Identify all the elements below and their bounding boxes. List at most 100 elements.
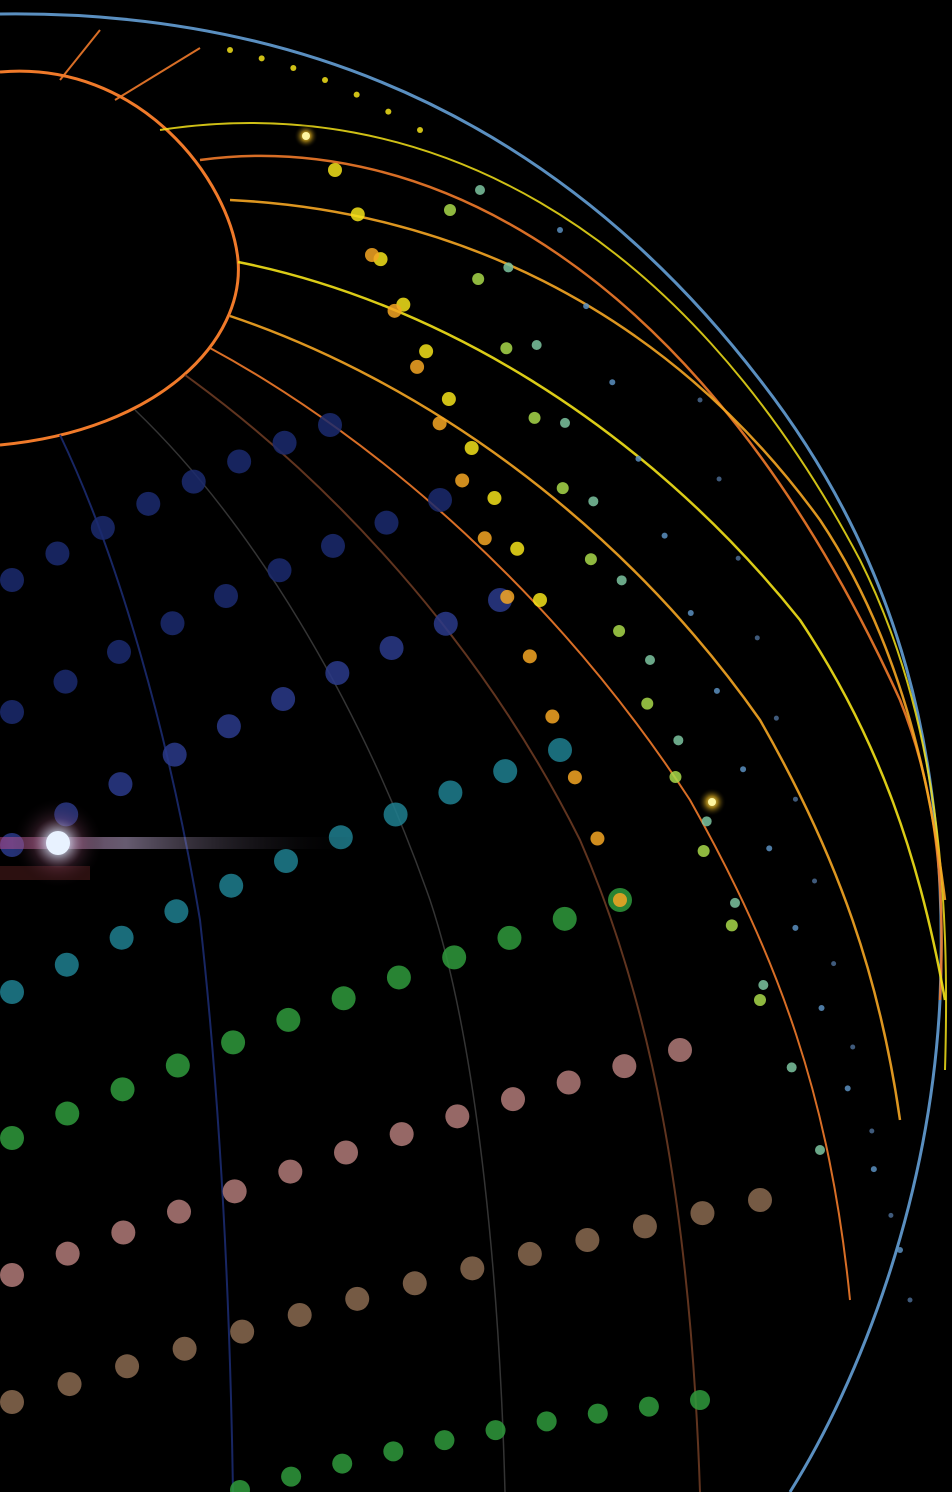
sphere-dot xyxy=(556,482,569,495)
sphere-dot xyxy=(697,844,710,857)
lens-flare-icon xyxy=(0,797,360,889)
sphere-dot xyxy=(588,496,599,507)
sphere-dot xyxy=(442,945,467,970)
sphere-dot xyxy=(383,802,408,827)
meridian-line xyxy=(59,29,101,81)
sphere-dot xyxy=(575,1227,600,1252)
sphere-dot xyxy=(754,635,760,641)
meridian-line xyxy=(237,260,947,1001)
sphere-dot xyxy=(45,541,70,566)
sphere-dot xyxy=(455,473,470,488)
inner-ring-arc xyxy=(0,69,240,447)
sphere-dot xyxy=(274,849,298,873)
sphere-dot xyxy=(115,1354,140,1379)
sphere-dot xyxy=(501,1087,525,1112)
sphere-dot xyxy=(110,1077,135,1102)
sphere-dot xyxy=(812,878,818,884)
sphere-meridians xyxy=(59,29,947,1492)
sphere-dot xyxy=(635,455,642,462)
sphere-dot xyxy=(55,1101,80,1126)
sphere-dot xyxy=(616,575,627,586)
sphere-dot xyxy=(108,772,133,797)
sphere-dot xyxy=(345,1286,370,1311)
sphere-dot xyxy=(0,700,24,724)
sphere-dot xyxy=(160,611,185,636)
sphere-dot xyxy=(641,697,654,710)
sphere-dot xyxy=(687,609,694,616)
sphere-dot xyxy=(612,1054,637,1079)
sphere-dot xyxy=(438,780,463,805)
sphere-dot xyxy=(165,1053,190,1078)
sphere-dot xyxy=(322,77,328,83)
sphere-dot xyxy=(57,1372,82,1397)
sphere-dot xyxy=(230,1480,250,1492)
sphere-dot xyxy=(334,1140,358,1165)
sphere-dot xyxy=(528,411,541,424)
sphere-dot xyxy=(584,553,597,566)
sphere-dot xyxy=(713,687,720,694)
sphere-dot xyxy=(831,961,837,967)
sphere-dot xyxy=(716,476,722,482)
sphere-dot xyxy=(460,1256,485,1281)
sphere-dot xyxy=(697,397,703,403)
sphere-dot xyxy=(748,1188,772,1212)
sphere-dot xyxy=(227,47,233,53)
sphere-dot xyxy=(613,625,626,638)
sphere-dot xyxy=(735,555,741,561)
sphere-dot xyxy=(590,831,605,846)
sphere-dot xyxy=(445,1104,470,1129)
sphere-dot xyxy=(0,568,24,592)
sphere-dot xyxy=(690,1390,710,1410)
sphere-dot xyxy=(432,416,447,431)
sphere-dot xyxy=(567,770,582,785)
sphere-dot xyxy=(428,488,452,512)
sphere-dot xyxy=(587,1403,608,1424)
sphere-dots xyxy=(0,47,913,1492)
sphere-dot xyxy=(557,227,563,233)
sphere-dot xyxy=(773,715,779,721)
sphere-dot xyxy=(374,510,399,535)
sphere-dot xyxy=(673,735,684,746)
sphere-dot xyxy=(645,655,655,665)
sphere-dot xyxy=(766,845,773,852)
sphere-dot xyxy=(500,589,515,604)
sphere-dot xyxy=(267,558,292,583)
sphere-dot xyxy=(350,207,365,222)
sphere-dot xyxy=(386,965,411,990)
sphere-dot xyxy=(107,639,131,664)
sphere-dot xyxy=(53,669,78,694)
sphere-dot xyxy=(111,1220,136,1245)
sphere-dot xyxy=(870,1166,877,1173)
sphere-dot xyxy=(290,65,297,72)
sphere-dot xyxy=(475,185,485,195)
sphere-dot xyxy=(477,531,492,546)
sphere-dot xyxy=(583,303,590,310)
sphere-dot xyxy=(276,1007,301,1032)
sphere-dot xyxy=(897,1247,903,1253)
sphere-dot xyxy=(325,661,350,686)
meridian-line xyxy=(59,434,234,1492)
sphere-dot xyxy=(818,1004,825,1011)
sphere-dot xyxy=(181,469,206,494)
sphere-dot xyxy=(907,1297,913,1303)
sphere-dot xyxy=(487,491,502,506)
sphere-dot xyxy=(792,924,799,931)
sphere-dot xyxy=(510,541,525,556)
sphere-dot xyxy=(472,273,485,286)
sphere-dot xyxy=(219,873,244,898)
sphere-dot xyxy=(669,770,682,783)
sphere-dot xyxy=(668,1038,692,1062)
sphere-dot xyxy=(638,1396,659,1417)
sphere-dot xyxy=(227,449,252,474)
sphere-dot xyxy=(55,1241,80,1266)
latitude-arc xyxy=(159,122,948,1071)
sphere-dot xyxy=(90,515,115,540)
sphere-dot xyxy=(328,163,342,177)
sphere-dot xyxy=(560,417,570,428)
sphere-dot xyxy=(548,738,572,762)
sphere-dot xyxy=(0,1390,24,1414)
sphere-dot xyxy=(353,91,360,98)
meridian-line xyxy=(134,409,506,1492)
sphere-dot xyxy=(230,1319,255,1344)
sphere-dot xyxy=(172,1336,197,1361)
